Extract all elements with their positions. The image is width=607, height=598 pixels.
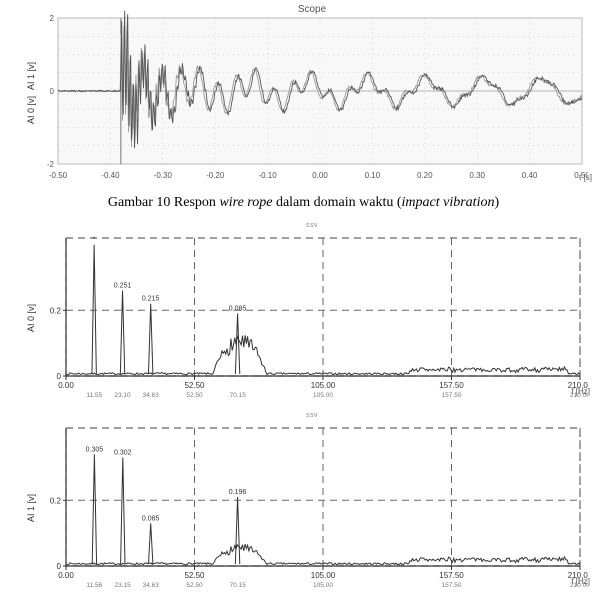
svg-text:0.10: 0.10	[365, 171, 381, 180]
svg-text:70.15: 70.15	[230, 582, 247, 588]
svg-text:0.00: 0.00	[58, 571, 74, 580]
caption-mid: dalam domain waktu (	[272, 195, 401, 210]
svg-text:157.50: 157.50	[439, 381, 464, 390]
freq-bot-tiny-title: ssv	[306, 412, 318, 419]
svg-text:-0.50: -0.50	[49, 171, 68, 180]
freq-top-xlabel: f [Hz]	[571, 387, 590, 396]
svg-text:0.00: 0.00	[58, 381, 74, 390]
svg-text:2: 2	[50, 14, 55, 23]
svg-text:52.50: 52.50	[186, 392, 203, 398]
svg-text:105.00: 105.00	[311, 381, 336, 390]
page: Scope -0.50 -0.40 -0.30 -0.20 -0.10 0.00 0.10 0…	[0, 0, 607, 598]
caption-suffix: )	[494, 195, 499, 210]
freq-bot-ylabel: AI 1 [v]	[26, 494, 36, 522]
svg-text:52.50: 52.50	[184, 381, 205, 390]
svg-text:0.251: 0.251	[114, 283, 132, 290]
scope-plot: -0.50 -0.40 -0.30 -0.20 -0.10 0.00 0.10 0.20 0.3…	[36, 6, 588, 180]
svg-text:-0.20: -0.20	[206, 171, 225, 180]
svg-text:70.15: 70.15	[230, 392, 247, 398]
freq-top-tiny-title: ssv	[306, 222, 318, 229]
svg-text:0.20: 0.20	[417, 171, 433, 180]
svg-text:0.30: 0.30	[469, 171, 485, 180]
svg-text:-0.30: -0.30	[154, 171, 173, 180]
svg-text:0: 0	[50, 87, 55, 96]
caption-italic-1: wire rope	[219, 195, 272, 210]
svg-text:105.00: 105.00	[313, 582, 333, 588]
svg-text:-0.40: -0.40	[101, 171, 120, 180]
caption-italic-2: impact vibration	[402, 195, 495, 210]
svg-text:0.302: 0.302	[114, 450, 132, 457]
svg-text:34.63: 34.63	[143, 392, 160, 398]
caption-prefix: Gambar 10 Respon	[108, 195, 220, 210]
svg-text:0.00: 0.00	[312, 171, 328, 180]
svg-text:157.50: 157.50	[442, 582, 462, 588]
freq-panel-bottom: ssv 00.20.0052.50105.00157.50210.0011.56…	[36, 420, 588, 588]
freq-top-ylabel: AI 0 [v]	[26, 304, 36, 332]
svg-text:34.63: 34.63	[143, 582, 160, 588]
svg-text:52.50: 52.50	[186, 582, 203, 588]
svg-text:0.2: 0.2	[50, 496, 62, 505]
svg-text:0.196: 0.196	[229, 489, 247, 496]
svg-text:0.085: 0.085	[229, 306, 247, 313]
svg-text:0.215: 0.215	[142, 296, 160, 303]
svg-text:157.50: 157.50	[442, 392, 462, 398]
scope-ylabel-1: AI 1 [v]	[26, 62, 36, 90]
svg-text:-0.10: -0.10	[258, 171, 277, 180]
svg-text:23.10: 23.10	[114, 392, 131, 398]
svg-text:11.56: 11.56	[86, 582, 102, 588]
freq-bot-xlabel: f [Hz]	[571, 577, 590, 586]
svg-text:52.50: 52.50	[184, 571, 205, 580]
svg-text:0: 0	[57, 372, 62, 381]
scope-title: Scope	[36, 4, 588, 15]
svg-text:0.305: 0.305	[86, 446, 104, 453]
svg-text:11.55: 11.55	[86, 392, 102, 398]
svg-text:157.50: 157.50	[439, 571, 464, 580]
freq-top-plot: 00.20.0052.50105.00157.50210.0011.5523.1…	[36, 230, 588, 398]
svg-text:-2: -2	[47, 160, 55, 169]
svg-text:0.085: 0.085	[142, 515, 160, 522]
figure-caption: Gambar 10 Respon wire rope dalam domain …	[0, 195, 607, 211]
scope-ylabel-0: AI 0 [v]	[26, 96, 36, 124]
scope-xlabel: t [s]	[579, 173, 592, 182]
svg-text:0.2: 0.2	[50, 306, 62, 315]
scope-panel: Scope -0.50 -0.40 -0.30 -0.20 -0.10 0.00 0.10 0…	[36, 6, 588, 180]
svg-text:0: 0	[57, 562, 62, 571]
svg-text:23.15: 23.15	[115, 582, 132, 588]
freq-bot-plot: 00.20.0052.50105.00157.50210.0011.5623.1…	[36, 420, 588, 588]
freq-panel-top: ssv 00.20.0052.50105.00157.50210.0011.55…	[36, 230, 588, 398]
svg-text:105.00: 105.00	[311, 571, 336, 580]
svg-text:*: *	[93, 237, 96, 244]
svg-text:105.00: 105.00	[313, 392, 333, 398]
svg-text:0.40: 0.40	[522, 171, 538, 180]
